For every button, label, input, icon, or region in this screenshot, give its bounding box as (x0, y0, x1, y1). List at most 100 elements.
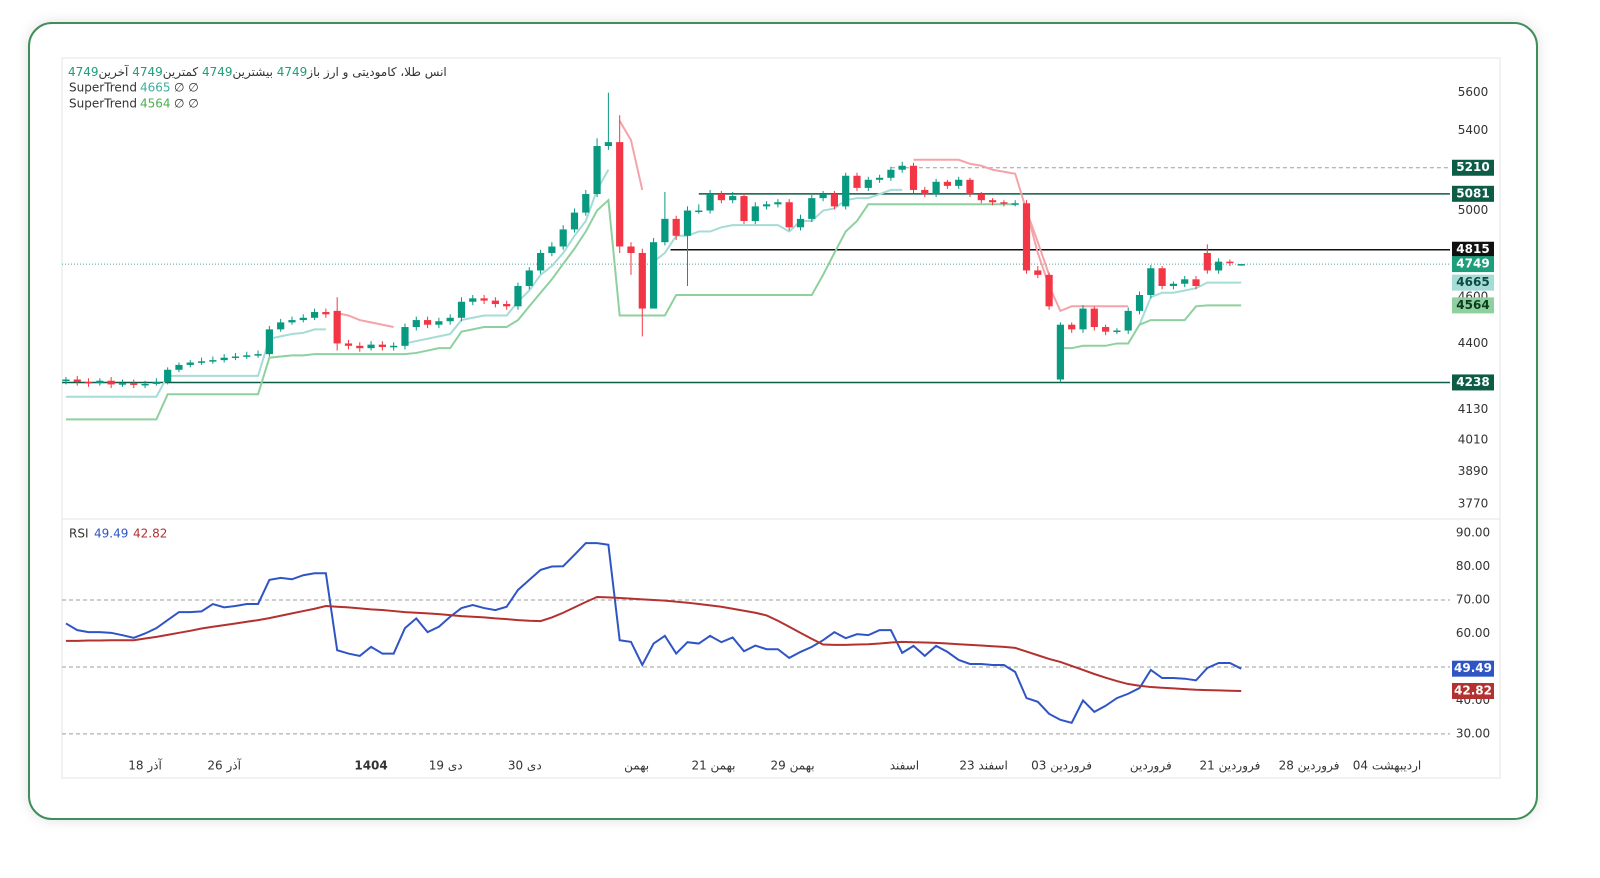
candle-body (1090, 308, 1098, 328)
rsi-line (65, 595, 1242, 693)
candle-body (1000, 202, 1008, 204)
candle-body (977, 194, 985, 201)
supertrend-legend-name: SuperTrend (69, 81, 137, 95)
candle-body (695, 210, 703, 213)
candle-body (401, 327, 409, 346)
x-tick-label: 21 بهمن (691, 759, 735, 774)
x-tick-label: 26 آذر (207, 758, 241, 774)
candle-body (423, 320, 432, 325)
candle-body (559, 229, 567, 247)
candle-body (864, 179, 872, 188)
legend-label: باز (307, 65, 321, 79)
legend-label: کمترین (162, 65, 199, 79)
candle-body (84, 381, 93, 384)
candle-body (164, 369, 172, 382)
candle-body (909, 165, 918, 190)
candle-body (955, 179, 963, 186)
candle-body (548, 246, 556, 253)
candle-body (842, 175, 850, 207)
candle-body (740, 196, 748, 221)
rsi-line (65, 542, 1242, 725)
candle-body (808, 198, 816, 219)
candle-body (299, 317, 307, 321)
candle-body (152, 381, 160, 384)
supertrend-legend-value: 4665 (140, 81, 171, 95)
candle-body (729, 196, 737, 201)
rsi-badge-bg (1452, 660, 1494, 677)
price-legend: انس طلا، کامودیتی و ارز باز4749 بیشترین4… (68, 64, 447, 80)
legend-value: 4749 (201, 65, 233, 79)
candle-body (796, 218, 805, 228)
candle-body (1192, 279, 1200, 286)
candle-body (706, 194, 714, 211)
legend-value: 4749 (68, 65, 99, 79)
supertrend-line (1025, 210, 1051, 276)
candle-body (762, 204, 771, 207)
candle-body (322, 312, 330, 315)
candle-body (231, 356, 240, 359)
candle-body (1237, 264, 1245, 266)
candle-body (683, 210, 692, 236)
supertrend-legend-params: ∅ ∅ (174, 81, 199, 95)
supertrend-legend-value: 4564 (140, 97, 171, 111)
candle-body (1215, 261, 1223, 271)
legend-symbol: انس طلا، کامودیتی و ارز (323, 65, 447, 79)
supertrend-badge: 4564 (1456, 298, 1489, 312)
candle-body (989, 200, 997, 203)
candle-body (378, 344, 386, 347)
supertrend-line (404, 169, 610, 345)
candle-body (717, 194, 725, 201)
rsi-tick-label: 70.00 (1456, 593, 1490, 607)
candle-body (785, 202, 793, 228)
candle-body (390, 345, 398, 348)
supertrend-line (652, 188, 903, 263)
candle-body (536, 252, 545, 271)
candle-body (1147, 268, 1155, 295)
candle-body (672, 218, 680, 236)
candle-body (344, 343, 353, 346)
candle-body (514, 285, 522, 307)
candle-body (1056, 324, 1065, 380)
candle-body (446, 317, 454, 322)
candle-body (1181, 279, 1189, 284)
candle-body (435, 321, 443, 325)
candle-body (661, 218, 669, 243)
candle-body (1068, 324, 1076, 330)
candle-body (175, 364, 183, 370)
x-tick-label: اسفند (890, 759, 919, 773)
candle-body (1135, 294, 1144, 311)
candle-body (356, 345, 364, 349)
x-tick-label: 04 اردیبهشت (1353, 759, 1422, 774)
candle-body (1226, 261, 1234, 264)
candle-body (491, 300, 499, 305)
x-tick-label: 28 فروردین (1279, 759, 1340, 774)
candle-body (412, 320, 420, 328)
y-tick-label: 3890 (1458, 464, 1489, 478)
supertrend-badge: 4665 (1456, 275, 1489, 289)
y-tick-label: 4010 (1458, 432, 1489, 446)
last-price-badge-bg (1452, 256, 1494, 273)
candle-body (254, 354, 262, 356)
rsi-tick-label: 80.00 (1456, 559, 1490, 573)
level-badge: 5210 (1456, 160, 1489, 174)
candle-body (333, 310, 341, 344)
candle-body (1011, 203, 1019, 205)
candle-body (1113, 330, 1121, 333)
supertrend-line (65, 198, 1016, 421)
candle-body (480, 298, 488, 301)
y-tick-label: 5000 (1458, 203, 1489, 217)
rsi-legend-name: RSI (69, 527, 89, 541)
candle-body (1124, 310, 1132, 331)
candle-body (616, 142, 624, 247)
candle-body (186, 362, 194, 365)
x-tick-label: 21 فروردین (1199, 759, 1260, 774)
candle-body (1079, 308, 1087, 330)
candle-body (141, 383, 149, 386)
supertrend-badge-bg (1452, 274, 1494, 291)
candle-body (310, 312, 319, 318)
candle-body (220, 357, 228, 361)
candle-body (367, 344, 375, 349)
rsi-tick-label: 90.00 (1456, 526, 1490, 540)
supertrend-line (618, 120, 644, 191)
level-badge: 4815 (1456, 242, 1489, 256)
